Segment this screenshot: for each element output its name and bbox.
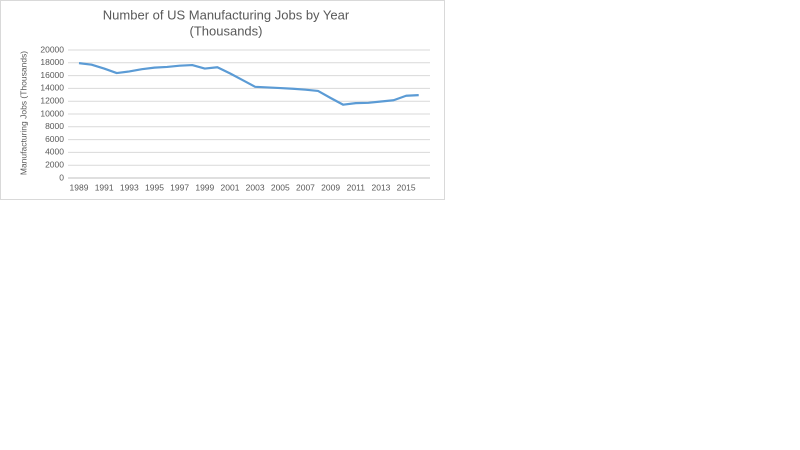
x-tick-label: 2013 (372, 182, 391, 192)
x-tick-label: 2011 (347, 182, 366, 192)
x-tick-label: 1995 (145, 182, 164, 192)
y-tick-label: 4000 (45, 147, 64, 157)
x-tick-label: 1991 (95, 182, 114, 192)
y-tick-label: 20000 (40, 44, 64, 54)
y-tick-label: 18000 (40, 57, 64, 67)
y-tick-label: 6000 (45, 134, 64, 144)
x-tick-label: 2001 (221, 182, 240, 192)
x-tick-label: 2003 (246, 182, 265, 192)
x-tick-label: 2007 (296, 182, 315, 192)
data-line (78, 62, 419, 106)
y-tick-label: 2000 (45, 159, 64, 169)
chart-title: Number of US Manufacturing Jobs by Year (103, 7, 350, 22)
x-tick-label: 2009 (321, 182, 340, 192)
y-tick-label: 14000 (40, 83, 64, 93)
y-tick-label: 16000 (40, 70, 64, 80)
x-tick-label: 1993 (120, 182, 139, 192)
chart-title: (Thousands) (190, 23, 263, 38)
y-tick-label: 8000 (45, 121, 64, 131)
x-tick-label: 2015 (397, 182, 416, 192)
x-tick-label: 1989 (70, 182, 89, 192)
y-axis-title: Manufacturing Jobs (Thousands) (18, 51, 28, 175)
y-tick-label: 10000 (40, 108, 64, 118)
y-tick-label: 12000 (40, 95, 64, 105)
y-tick-label: 0 (59, 172, 64, 182)
x-tick-label: 2005 (271, 182, 290, 192)
chart-border (0, 0, 445, 200)
x-tick-label: 1997 (170, 182, 189, 192)
x-tick-label: 1999 (195, 182, 214, 192)
